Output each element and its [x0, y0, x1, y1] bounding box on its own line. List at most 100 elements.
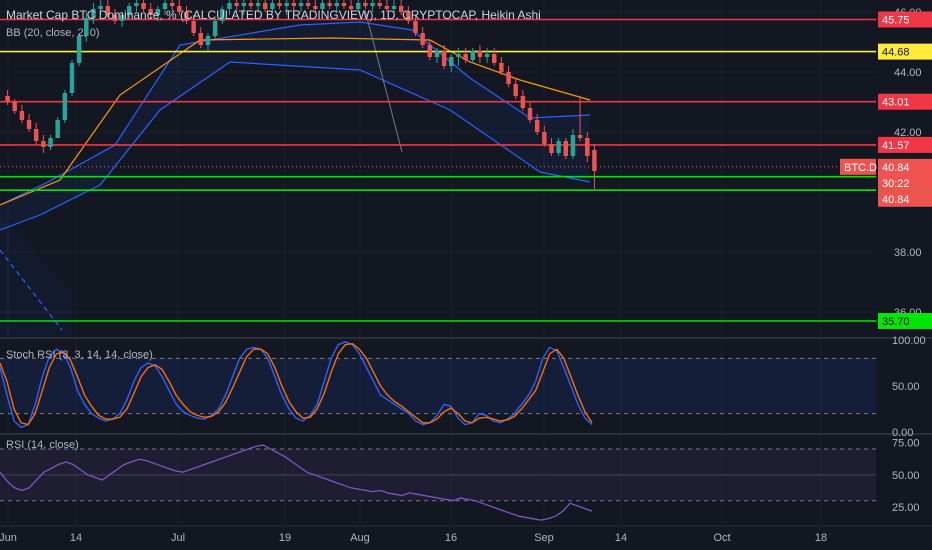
candle-body: [384, 6, 390, 9]
candle-body: [177, 6, 182, 12]
x-axis-tick-label: Jul: [171, 532, 185, 544]
countdown-label: 30:22: [882, 178, 910, 190]
candle-body: [84, 18, 89, 36]
rsi-axis-label: 25.00: [892, 502, 920, 514]
candle-body: [41, 141, 46, 147]
trend-channel-fill: [0, 215, 72, 336]
candle-body: [19, 111, 25, 120]
candle-body: [162, 3, 168, 9]
price-level-label: 41.57: [882, 140, 910, 152]
candle-body: [12, 102, 17, 111]
x-axis-tick-label: Aug: [350, 532, 370, 544]
candle-body: [205, 36, 211, 45]
candle-body: [127, 6, 132, 15]
candle-body: [169, 3, 175, 6]
rsi-axis-label: 75.00: [892, 437, 920, 449]
candle-body: [370, 3, 375, 6]
x-axis-tick-label: 14: [615, 532, 627, 544]
candle-body: [148, 9, 153, 15]
candle-body: [184, 12, 189, 21]
drawn-trend-line: [364, 9, 403, 153]
price-level-tag: [878, 313, 932, 329]
candle-body: [248, 3, 254, 6]
candle-body: [270, 3, 275, 9]
y-axis-tick-label: 42.00: [894, 127, 922, 139]
price-level-tag: [878, 136, 932, 153]
candle-body: [105, 6, 110, 15]
candle-body: [391, 6, 397, 9]
candle-body: [427, 45, 433, 57]
candle-body: [377, 3, 382, 6]
bb-basis-line: [0, 37, 591, 206]
symbol-label: BTC.D: [844, 162, 877, 174]
candle-body: [420, 33, 425, 45]
price-level-label: 43.01: [882, 97, 910, 109]
candle-body: [227, 3, 232, 9]
current-price-label: 40.84: [882, 162, 910, 174]
candle-body: [76, 36, 82, 63]
candle-body: [291, 3, 297, 6]
candle-body: [48, 138, 53, 147]
candle-body: [542, 132, 547, 144]
candle-body: [585, 138, 590, 156]
candle-body: [413, 21, 418, 33]
candle-body: [198, 33, 204, 45]
candle-body: [320, 3, 325, 9]
candle-body: [534, 120, 540, 132]
price-level-tag: [878, 93, 932, 110]
candle-body: [527, 108, 533, 120]
candle-body: [398, 6, 404, 12]
rsi-indicator-label[interactable]: RSI (14, close): [6, 439, 79, 451]
price-level-label: 44.68: [882, 47, 910, 59]
candle-body: [305, 3, 311, 6]
candle-body: [406, 12, 411, 21]
candle-body: [112, 15, 118, 21]
x-axis-tick-label: 16: [445, 532, 457, 544]
bb-lower-line: [0, 61, 591, 231]
x-axis-tick-label: 14: [70, 532, 82, 544]
candle-body: [191, 21, 196, 33]
second-price-label: 40.84: [882, 194, 910, 206]
candle-body: [441, 51, 447, 66]
candle-body: [313, 6, 318, 9]
candle-body: [134, 3, 139, 6]
candle-body: [298, 3, 304, 6]
candle-body: [62, 93, 68, 120]
candle-body: [463, 54, 468, 60]
x-axis-tick-label: Oct: [713, 532, 730, 544]
candle-body: [513, 84, 518, 96]
x-axis-tick-label: 19: [279, 532, 291, 544]
candle-body: [33, 129, 39, 141]
y-axis-tick-label: 44.00: [894, 67, 922, 79]
candle-body: [255, 3, 261, 6]
candle-body: [220, 9, 225, 21]
candle-body: [484, 54, 490, 57]
candle-body: [577, 135, 583, 138]
candle-body: [241, 3, 246, 6]
bb-upper-line: [0, 21, 591, 206]
candle-body: [55, 120, 60, 138]
stoch-d-line: [0, 342, 593, 426]
x-axis-tick-label: Sep: [534, 532, 554, 544]
candle-body: [348, 6, 354, 9]
bb-indicator-label[interactable]: BB (20, close, 2, 0): [6, 27, 100, 39]
candle-body: [356, 3, 361, 9]
candle-body: [477, 51, 483, 57]
candle-body: [234, 3, 239, 6]
candle-body: [506, 72, 511, 84]
candle-body: [119, 15, 125, 21]
candle-body: [5, 96, 10, 102]
candle-body: [69, 63, 75, 93]
rsi-axis-label: 50.00: [892, 470, 920, 482]
candle-body: [520, 96, 526, 108]
stoch-rsi-indicator-label[interactable]: Stoch RSI (3, 3, 14, 14, close): [6, 349, 153, 361]
stoch-axis-label: 50.00: [892, 381, 920, 393]
candle-body: [449, 57, 454, 66]
candle-body: [284, 3, 289, 6]
y-axis-tick-label: 38.00: [894, 247, 922, 259]
x-axis-tick-label: Jun: [0, 532, 17, 544]
candle-body: [549, 144, 554, 153]
candle-body: [327, 3, 332, 6]
symbol-tag: [840, 158, 876, 175]
